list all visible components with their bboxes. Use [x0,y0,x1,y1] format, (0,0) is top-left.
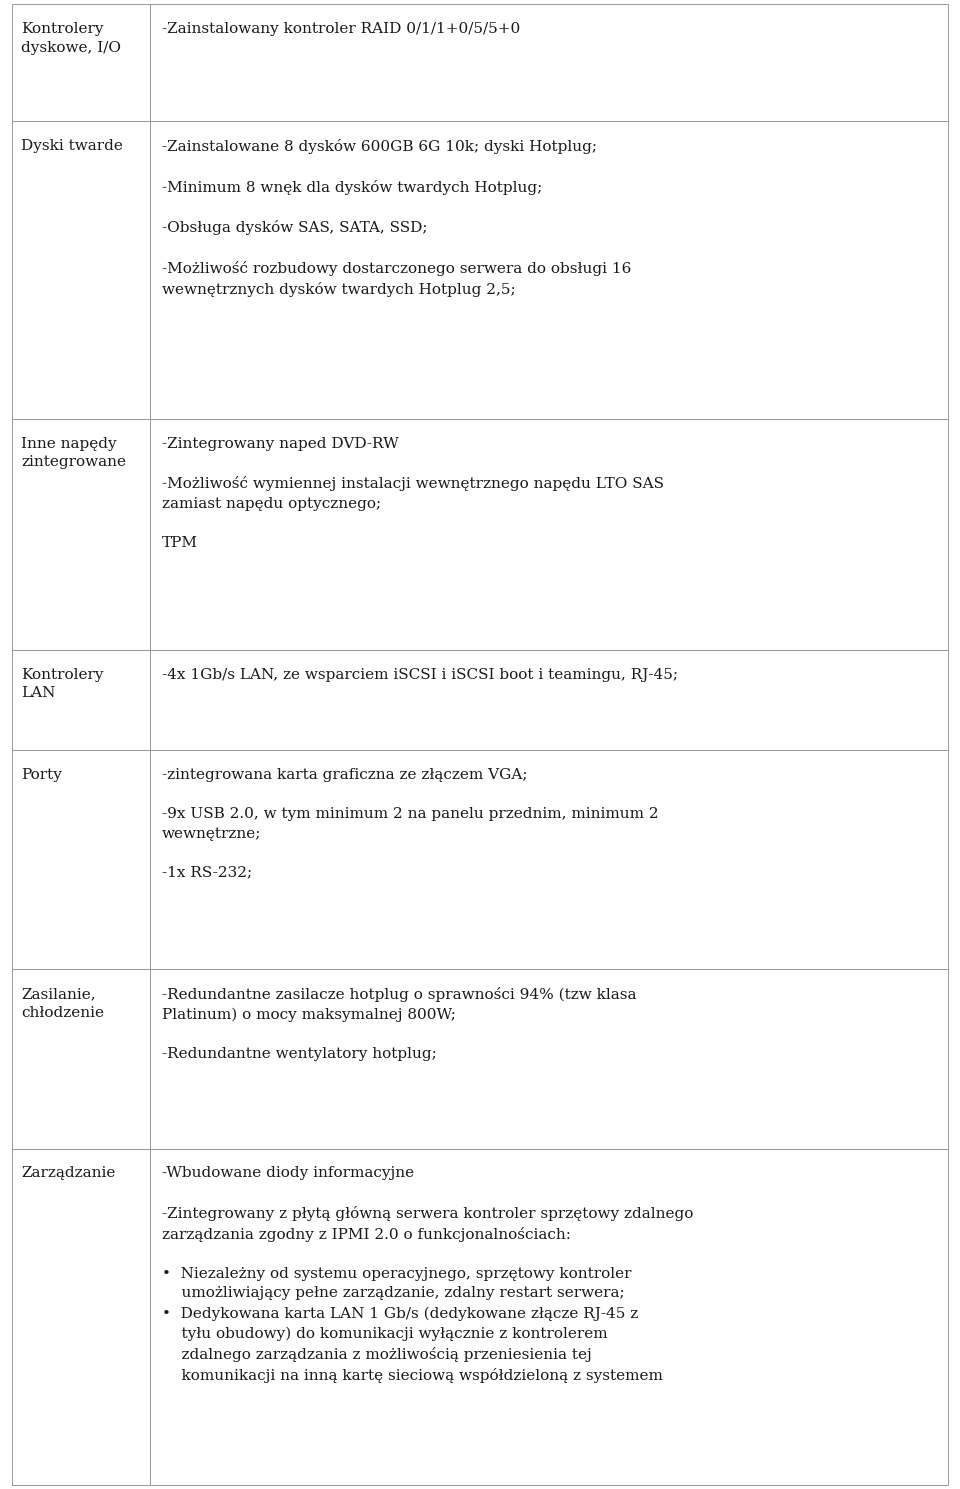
Bar [12,418,150,649]
Bar [12,1148,150,1485]
Text: -Wbudowane diody informacyjne

-Zintegrowany z płytą główną serwera kontroler sp: -Wbudowane diody informacyjne -Zintegrow… [161,1166,693,1383]
Text: Dyski twarde: Dyski twarde [21,140,123,153]
Text: -Zintegrowany naped DVD-RW

-Możliwość wymiennej instalacji wewnętrznego napędu : -Zintegrowany naped DVD-RW -Możliwość wy… [161,436,663,549]
Text: -Zainstalowane 8 dysków 600GB 6G 10k; dyski Hotplug;

-Minimum 8 wnęk dla dysków: -Zainstalowane 8 dysków 600GB 6G 10k; dy… [161,140,631,296]
Text: -zintegrowana karta graficzna ze złączem VGA;

-9x USB 2.0, w tym minimum 2 na p: -zintegrowana karta graficzna ze złączem… [161,768,659,880]
Bar [12,4,150,122]
Text: Zarządzanie: Zarządzanie [21,1166,115,1181]
Bar [150,418,948,649]
Text: Kontrolery
LAN: Kontrolery LAN [21,667,104,700]
Bar [12,969,150,1148]
Bar [150,750,948,969]
Bar [12,649,150,750]
Bar [150,122,948,418]
Text: -Zainstalowany kontroler RAID 0/1/1+0/5/5+0: -Zainstalowany kontroler RAID 0/1/1+0/5/… [161,22,520,36]
Bar [12,750,150,969]
Bar [150,1148,948,1485]
Text: Porty: Porty [21,768,62,782]
Text: Inne napędy
zintegrowane: Inne napędy zintegrowane [21,436,126,469]
Bar [150,4,948,122]
Bar [12,122,150,418]
Text: -Redundantne zasilacze hotplug o sprawności 94% (tzw klasa
Platinum) o mocy maks: -Redundantne zasilacze hotplug o sprawno… [161,987,636,1062]
Text: Zasilanie,
chłodzenie: Zasilanie, chłodzenie [21,987,104,1020]
Text: -4x 1Gb/s LAN, ze wsparciem iSCSI i iSCSI boot i teamingu, RJ-45;: -4x 1Gb/s LAN, ze wsparciem iSCSI i iSCS… [161,667,678,682]
Bar [150,649,948,750]
Bar [150,969,948,1148]
Text: Kontrolery
dyskowe, I/O: Kontrolery dyskowe, I/O [21,22,121,55]
